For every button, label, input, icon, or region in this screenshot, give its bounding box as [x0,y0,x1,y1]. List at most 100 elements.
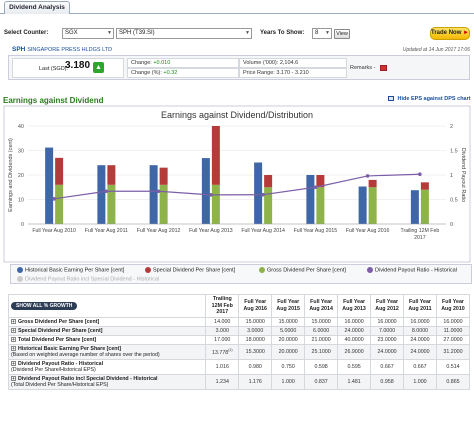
trade-now-button[interactable]: Trade Now ► [430,27,470,40]
remarks-label: Remarks - [350,65,376,71]
bar-gross-dividend[interactable] [420,189,429,224]
counter-bar: Select Counter: SGX ▼ SPH (T39.SI) ▼ Yea… [4,27,470,41]
column-header: Full Year Aug 2016 [238,294,273,318]
payout-ratio-point[interactable] [313,185,318,190]
bar-special-dividend[interactable] [264,175,273,188]
bar-special-dividend[interactable] [55,157,64,185]
legend-label-payout-special: Dividend Payout Ratio incl Special Divid… [25,276,160,283]
table-cell: 24.0000 [370,343,405,360]
legend-item-payout-special[interactable]: Dividend Payout Ratio incl Special Divid… [17,276,159,282]
table-row: + Gross Dividend Per Share [cent] 14.000 15… [7,316,471,327]
row-label-cell[interactable]: + Special Dividend Per Share [cent] [7,325,207,336]
bar-gross-dividend[interactable] [55,184,64,224]
table-row: + Total Dividend Per Share [cent] 17.000 18… [7,334,471,345]
stock-code: SPH SINGAPORE PRESS HLDGS LTD [12,46,112,53]
cell-value: 0.514 [446,363,460,370]
bar-gross-dividend[interactable] [107,184,116,224]
bar-eps[interactable] [149,165,158,224]
cell-value: 1.016 [215,363,229,370]
cell-value: 15.0000 [245,318,265,325]
bar-eps[interactable] [97,165,106,224]
trade-now-label: Trade Now [431,30,462,36]
chart-toggle-icon [388,96,394,102]
years-label: Years To Show: [260,30,305,36]
legend-label-payout: Dividend Payout Ratio - Historical [375,267,457,274]
payout-ratio-point[interactable] [52,197,56,201]
remarks-icon[interactable] [379,64,387,71]
bar-special-dividend[interactable] [368,179,377,188]
row-label-cell[interactable]: + Gross Dividend Per Share [cent] [7,316,207,327]
cell-value: 16.0000 [443,318,463,325]
legend-item-special[interactable]: Special Dividend Per Share [cent] [145,267,235,273]
row-label-cell[interactable]: + Historical Basic Earning Per Share [cen… [7,343,207,360]
payout-ratio-point[interactable] [365,174,370,178]
bar-special-dividend[interactable] [107,165,116,185]
bar-eps[interactable] [358,186,367,224]
payout-ratio-point[interactable] [156,189,161,194]
bar-special-dividend[interactable] [316,175,325,188]
bar-special-dividend[interactable] [159,167,168,185]
bar-eps[interactable] [306,175,315,224]
legend-dot-icon [17,276,23,282]
market-select[interactable]: SGX ▼ [62,28,114,39]
payout-ratio-point[interactable] [418,172,422,177]
bar-special-dividend[interactable] [420,182,429,190]
table-cell: 24.0000 [403,334,437,345]
legend-item-gross[interactable]: Gross Dividend Per Share [cent] [259,267,346,273]
table-cell: 27.0000 [435,334,471,345]
y-tick-label: 0 [21,222,24,228]
table-cell: 15.0000 [238,316,273,327]
bar-eps[interactable] [254,162,263,224]
column-header: Full Year Aug 2013 [337,294,372,318]
cell-value: 1.481 [347,378,361,385]
y2-tick-label: 1.5 [450,149,458,155]
show-all-growth-button[interactable]: SHOW ALL % GROWTH [11,301,78,310]
table-cell: 20.0000 [271,334,306,345]
updated-timestamp: Updated at 14 Jun 2017 17:06 [402,47,470,53]
legend-dot-icon [17,267,23,273]
cell-value: 0.667 [413,363,427,370]
view-button[interactable]: View [334,29,350,39]
bar-gross-dividend[interactable] [159,184,168,224]
table-row: + Special Dividend Per Share [cent] 3.000 3… [7,325,471,336]
years-select[interactable]: 8 ▼ [312,28,332,39]
bar-eps[interactable] [410,190,419,224]
legend-item-eps[interactable]: Historical Basic Earning Per Share [cent… [17,267,124,273]
payout-ratio-point[interactable] [104,189,109,194]
payout-ratio-point[interactable] [261,192,265,197]
expand-icon[interactable]: + [11,360,16,366]
legend-label-eps: Historical Basic Earning Per Share [cent… [25,267,125,274]
tab-dividend-analysis[interactable]: Dividend Analysis [4,1,70,14]
cell-value: 1.234 [215,378,229,385]
cell-value: 3.000 [215,327,229,334]
bar-eps[interactable] [201,158,210,224]
legend-item-payout[interactable]: Dividend Payout Ratio - Historical [367,267,457,273]
bar-gross-dividend[interactable] [264,187,273,224]
table-cell: 16.0000 [403,316,437,327]
cell-value: 25.1000 [311,348,331,355]
cell-footnote[interactable]: (1) [228,347,233,352]
range-label: Price Range: [243,70,275,76]
cell-value: 0.750 [281,363,295,370]
table-cell: 0.750 [271,358,306,375]
chevron-down-icon: ▼ [245,30,250,36]
table-cell: 0.980 [238,358,273,375]
expand-icon[interactable]: + [11,375,16,381]
bar-gross-dividend[interactable] [316,187,325,224]
bar-gross-dividend[interactable] [368,187,377,224]
row-label-cell[interactable]: + Dividend Payout Ratio - Historical (Divi… [7,358,207,375]
stock-select-value: SPH (T39.SI) [119,30,155,36]
expand-icon[interactable]: + [11,336,16,342]
row-label-cell[interactable]: + Total Dividend Per Share [cent] [7,334,207,345]
payout-ratio-point[interactable] [209,193,213,197]
expand-icon[interactable]: + [11,327,16,333]
expand-icon[interactable]: + [11,318,16,324]
stock-select[interactable]: SPH (T39.SI) ▼ [116,28,252,39]
row-label-cell[interactable]: + Dividend Payout Ratio incl Special Divi… [7,373,207,390]
expand-icon[interactable]: + [11,345,16,351]
table-cell: 24.0000 [337,325,372,336]
bar-gross-dividend[interactable] [211,184,220,224]
hide-eps-chart-link[interactable]: Hide EPS against DPS chart [388,96,471,102]
bar-special-dividend[interactable] [211,126,220,185]
bar-eps[interactable] [45,147,54,224]
